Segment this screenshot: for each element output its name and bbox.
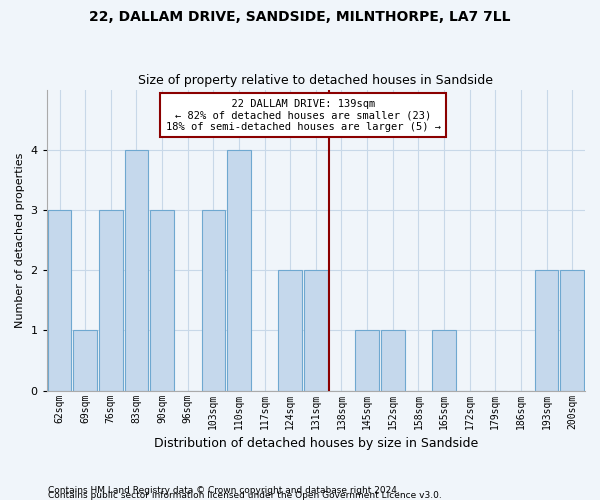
Bar bbox=[381, 330, 404, 390]
Bar bbox=[535, 270, 559, 390]
X-axis label: Distribution of detached houses by size in Sandside: Distribution of detached houses by size … bbox=[154, 437, 478, 450]
Bar bbox=[150, 210, 174, 390]
Bar bbox=[73, 330, 97, 390]
Text: 22 DALLAM DRIVE: 139sqm  
← 82% of detached houses are smaller (23)
18% of semi-: 22 DALLAM DRIVE: 139sqm ← 82% of detache… bbox=[166, 98, 440, 132]
Bar bbox=[125, 150, 148, 390]
Bar bbox=[99, 210, 122, 390]
Text: Contains HM Land Registry data © Crown copyright and database right 2024.: Contains HM Land Registry data © Crown c… bbox=[48, 486, 400, 495]
Text: Contains public sector information licensed under the Open Government Licence v3: Contains public sector information licen… bbox=[48, 491, 442, 500]
Bar bbox=[355, 330, 379, 390]
Bar bbox=[560, 270, 584, 390]
Text: 22, DALLAM DRIVE, SANDSIDE, MILNTHORPE, LA7 7LL: 22, DALLAM DRIVE, SANDSIDE, MILNTHORPE, … bbox=[89, 10, 511, 24]
Bar bbox=[48, 210, 71, 390]
Bar bbox=[278, 270, 302, 390]
Bar bbox=[202, 210, 225, 390]
Y-axis label: Number of detached properties: Number of detached properties bbox=[15, 152, 25, 328]
Bar bbox=[227, 150, 251, 390]
Bar bbox=[304, 270, 328, 390]
Bar bbox=[432, 330, 456, 390]
Title: Size of property relative to detached houses in Sandside: Size of property relative to detached ho… bbox=[139, 74, 493, 87]
